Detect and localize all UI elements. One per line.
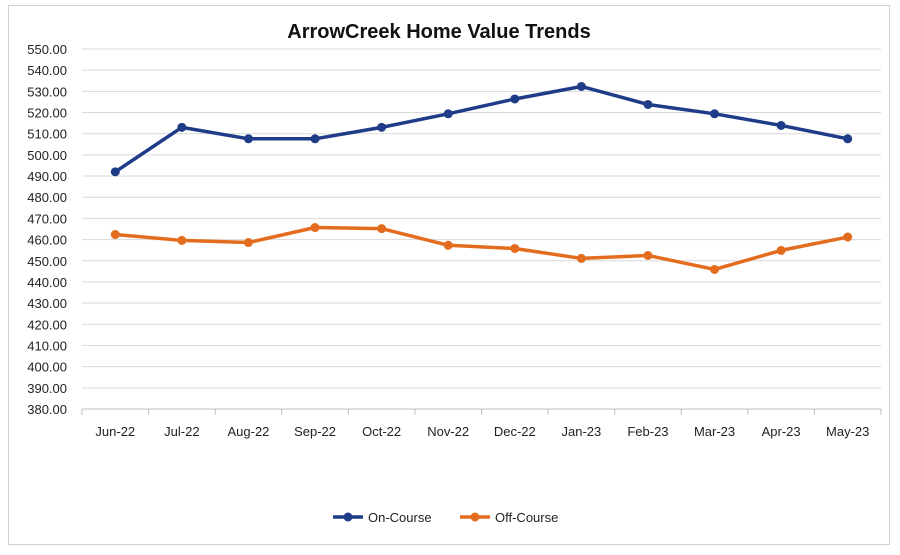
series-line-on-course <box>114 84 849 174</box>
x-tick-label: Jan-23 <box>562 424 602 439</box>
data-point <box>243 134 253 144</box>
data-point <box>377 122 387 132</box>
y-tick-label: 510.00 <box>27 127 67 142</box>
y-tick-label: 480.00 <box>27 190 67 205</box>
series-line-off-course <box>115 225 849 272</box>
data-point <box>443 240 453 250</box>
data-point <box>510 243 520 253</box>
data-point <box>710 109 720 119</box>
y-tick-label: 430.00 <box>27 296 67 311</box>
x-tick-label: Feb-23 <box>627 424 668 439</box>
y-tick-label: 420.00 <box>27 317 67 332</box>
data-point <box>510 94 520 104</box>
x-tick-label: Jun-22 <box>95 424 135 439</box>
x-tick-label: Aug-22 <box>227 424 269 439</box>
y-tick-label: 460.00 <box>27 233 67 248</box>
y-tick-label: 490.00 <box>27 169 67 184</box>
data-point <box>177 235 187 245</box>
y-tick-label: 470.00 <box>27 211 67 226</box>
chart-frame <box>8 5 890 545</box>
data-point <box>310 134 320 144</box>
y-tick-label: 530.00 <box>27 84 67 99</box>
data-point <box>110 167 120 177</box>
x-tick-label: Sep-22 <box>294 424 336 439</box>
y-tick-label: 410.00 <box>27 338 67 353</box>
legend-label: Off-Course <box>495 510 558 525</box>
data-point <box>643 250 653 260</box>
data-point <box>576 81 586 91</box>
data-point <box>310 223 320 233</box>
y-tick-label: 540.00 <box>27 63 67 78</box>
data-point <box>110 230 120 240</box>
x-tick-label: Dec-22 <box>494 424 536 439</box>
y-tick-label: 380.00 <box>27 402 67 417</box>
data-point <box>443 109 453 119</box>
y-tick-label: 550.00 <box>27 42 67 57</box>
data-point <box>710 264 720 274</box>
data-point <box>776 120 786 130</box>
x-tick-label: Jul-22 <box>164 424 199 439</box>
y-tick-label: 440.00 <box>27 275 67 290</box>
legend-label: On-Course <box>368 510 432 525</box>
data-point <box>643 99 653 109</box>
x-tick-label: Nov-22 <box>427 424 469 439</box>
y-tick-label: 520.00 <box>27 106 67 121</box>
x-tick-label: May-23 <box>826 424 869 439</box>
data-point <box>243 238 253 248</box>
chart-title: ArrowCreek Home Value Trends <box>287 21 590 43</box>
data-point <box>177 122 187 132</box>
y-tick-label: 400.00 <box>27 360 67 375</box>
data-point <box>843 232 853 242</box>
x-tick-label: Oct-22 <box>362 424 401 439</box>
x-tick-label: Mar-23 <box>694 424 735 439</box>
data-point <box>576 253 586 263</box>
y-tick-label: 390.00 <box>27 381 67 396</box>
data-point <box>843 134 853 144</box>
legend-marker <box>343 512 353 522</box>
data-point <box>377 224 387 234</box>
x-tick-label: Apr-23 <box>762 424 801 439</box>
legend-marker <box>470 512 480 522</box>
y-tick-label: 450.00 <box>27 254 67 269</box>
data-point <box>776 245 786 255</box>
y-tick-label: 500.00 <box>27 148 67 163</box>
